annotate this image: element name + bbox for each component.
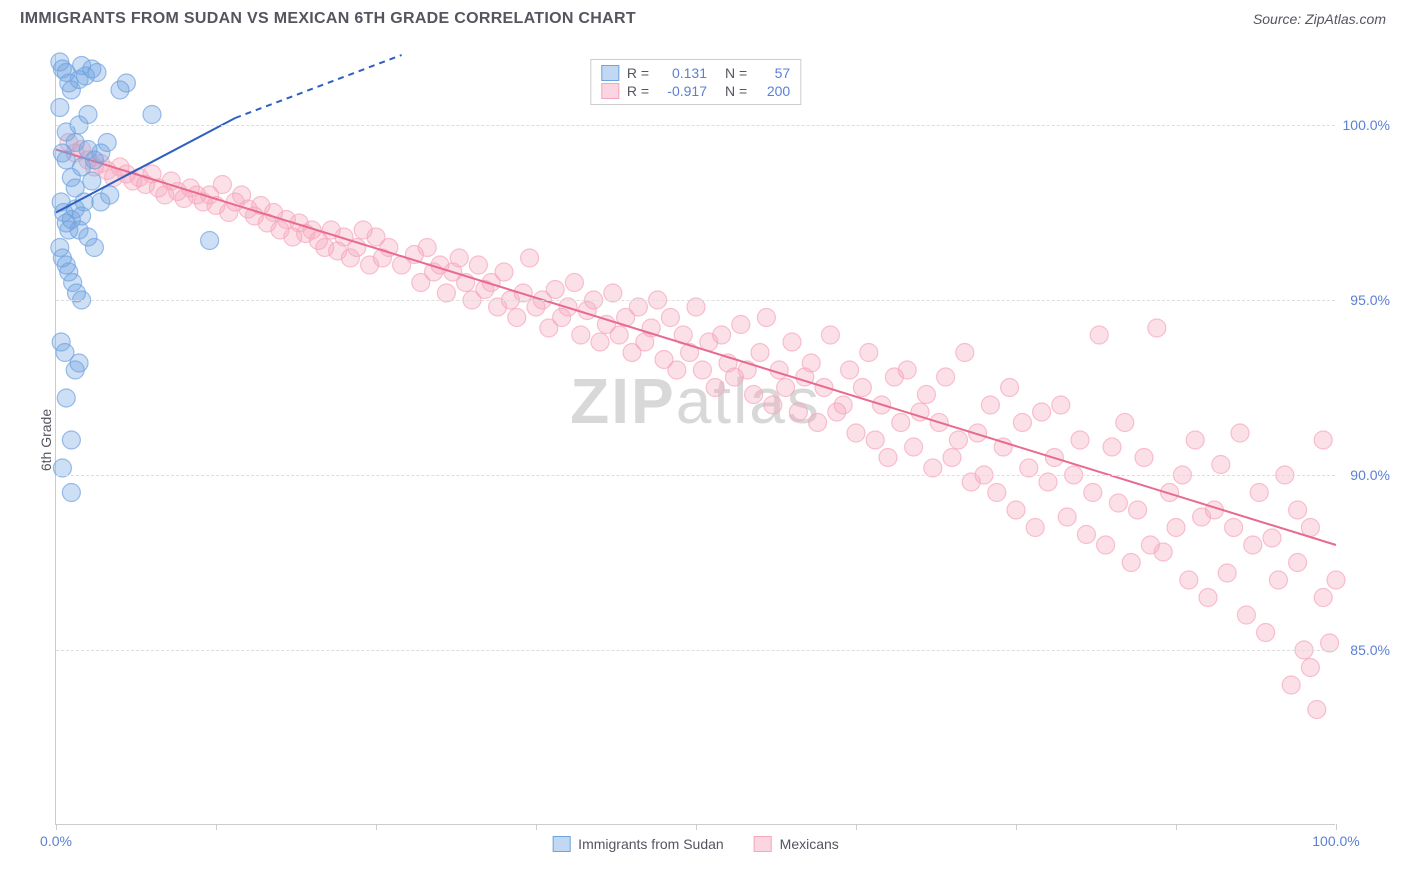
legend-swatch-icon xyxy=(754,836,772,852)
plot-area: ZIPatlas R = 0.131 N = 57 R = -0.917 N =… xyxy=(55,55,1335,825)
legend-label-sudan: Immigrants from Sudan xyxy=(578,836,724,852)
value-r-mexicans: -0.917 xyxy=(657,83,707,99)
legend-row-mexicans: R = -0.917 N = 200 xyxy=(601,82,790,100)
y-axis-label: 6th Grade xyxy=(38,409,54,471)
x-tick xyxy=(1016,824,1017,830)
gridline xyxy=(56,475,1335,476)
label-r: R = xyxy=(627,65,649,81)
value-n-sudan: 57 xyxy=(755,65,790,81)
label-n: N = xyxy=(725,83,747,99)
gridline xyxy=(56,650,1335,651)
value-r-sudan: 0.131 xyxy=(657,65,707,81)
x-tick xyxy=(56,824,57,830)
value-n-mexicans: 200 xyxy=(755,83,790,99)
x-tick xyxy=(536,824,537,830)
label-r: R = xyxy=(627,83,649,99)
legend-item-sudan: Immigrants from Sudan xyxy=(552,836,724,852)
x-tick xyxy=(696,824,697,830)
x-tick xyxy=(216,824,217,830)
legend-swatch-icon xyxy=(552,836,570,852)
gridline xyxy=(56,125,1335,126)
legend-swatch-mexicans xyxy=(601,83,619,99)
legend-swatch-sudan xyxy=(601,65,619,81)
x-tick-label: 100.0% xyxy=(1312,833,1359,849)
x-tick xyxy=(856,824,857,830)
gridline xyxy=(56,300,1335,301)
y-tick-label: 100.0% xyxy=(1343,117,1390,133)
label-n: N = xyxy=(725,65,747,81)
chart-title: IMMIGRANTS FROM SUDAN VS MEXICAN 6TH GRA… xyxy=(20,10,636,28)
x-tick xyxy=(1336,824,1337,830)
x-tick xyxy=(1176,824,1177,830)
y-tick-label: 95.0% xyxy=(1350,292,1390,308)
legend-label-mexicans: Mexicans xyxy=(780,836,839,852)
correlation-legend: R = 0.131 N = 57 R = -0.917 N = 200 xyxy=(590,59,801,105)
chart-container: 6th Grade ZIPatlas R = 0.131 N = 57 R = … xyxy=(55,55,1385,825)
scatter-chart-svg xyxy=(56,55,1336,825)
legend-row-sudan: R = 0.131 N = 57 xyxy=(601,64,790,82)
x-tick-label: 0.0% xyxy=(40,833,72,849)
y-tick-label: 90.0% xyxy=(1350,467,1390,483)
legend-item-mexicans: Mexicans xyxy=(754,836,839,852)
y-tick-label: 85.0% xyxy=(1350,642,1390,658)
source-attribution: Source: ZipAtlas.com xyxy=(1253,11,1386,27)
series-legend: Immigrants from Sudan Mexicans xyxy=(552,836,839,852)
x-tick xyxy=(376,824,377,830)
